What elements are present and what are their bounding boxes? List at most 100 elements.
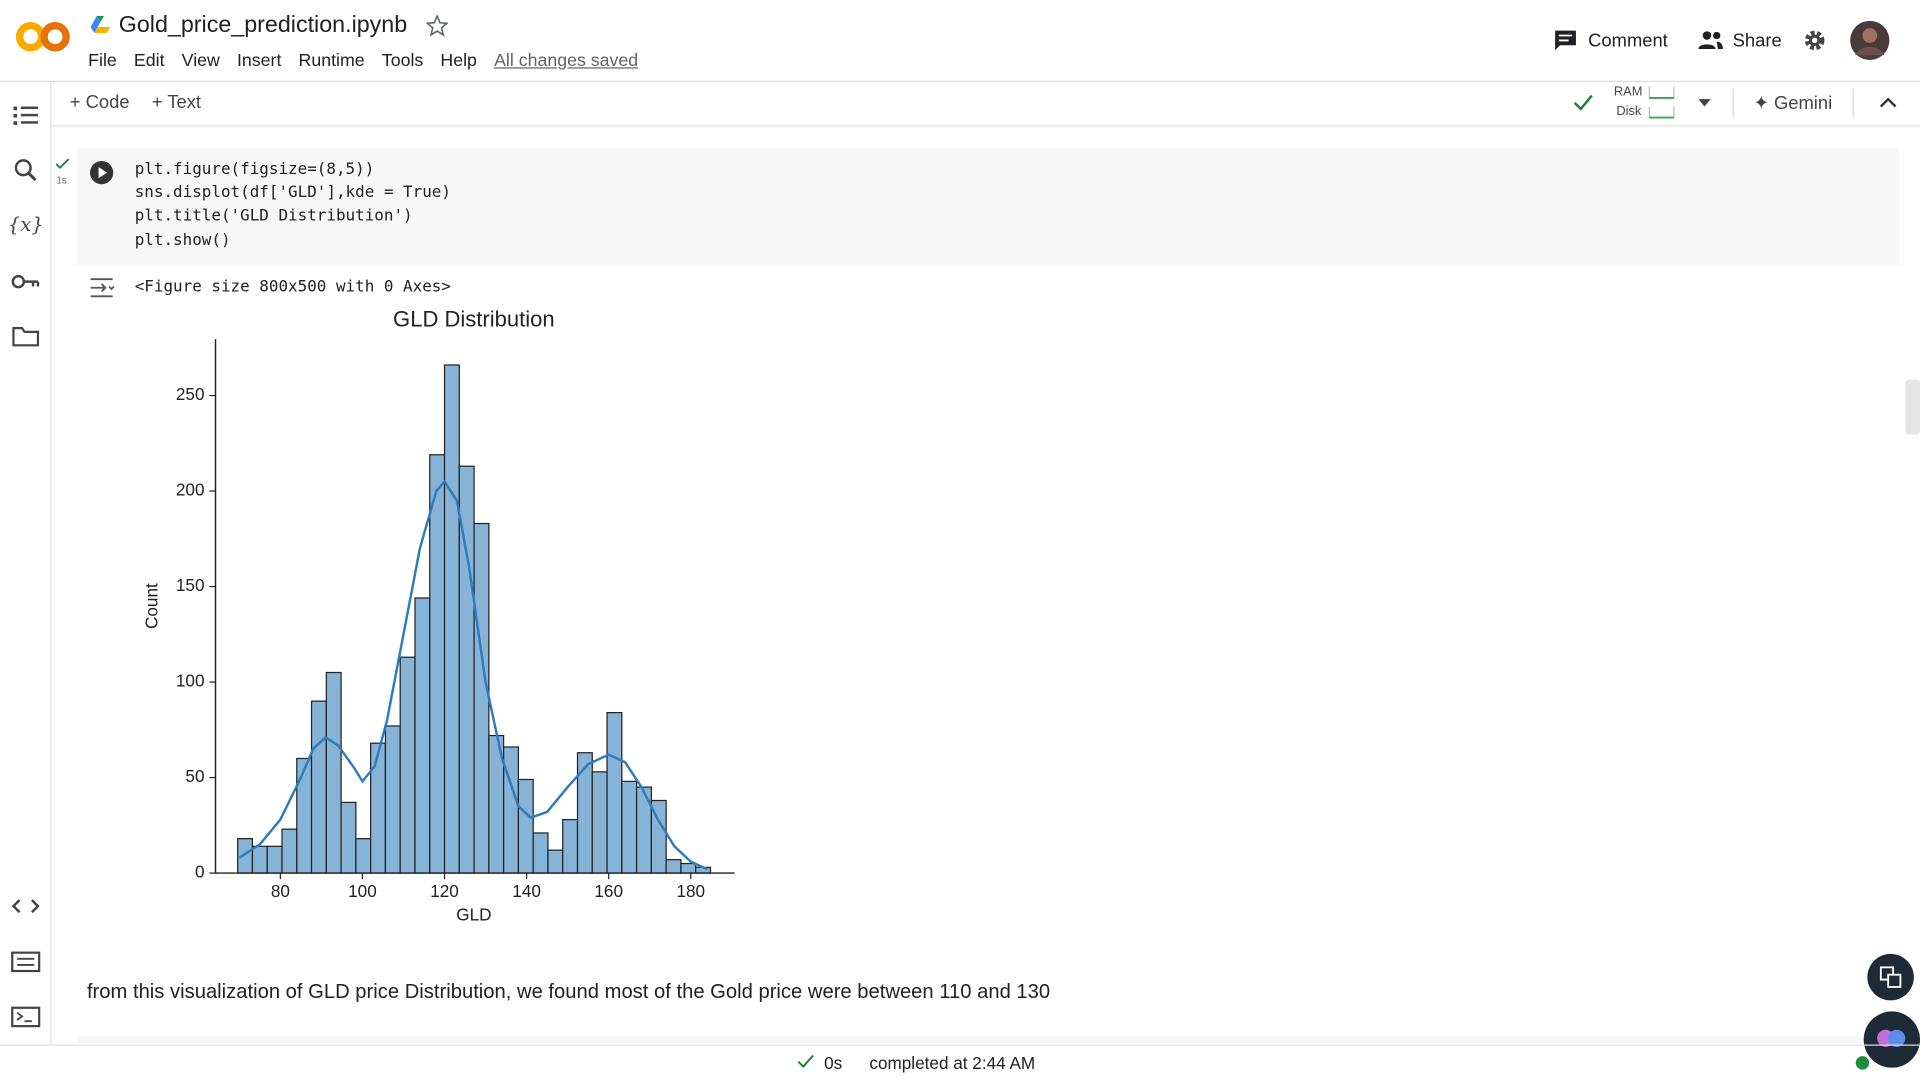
svg-text:{x}: {x} bbox=[10, 213, 44, 236]
drive-icon bbox=[90, 15, 111, 34]
scrollbar-thumb[interactable] bbox=[1905, 379, 1920, 435]
histogram-bar bbox=[237, 838, 254, 874]
x-tick-label: 120 bbox=[430, 881, 459, 901]
status-time: 0s bbox=[824, 1053, 843, 1073]
x-tick-label: 180 bbox=[676, 881, 705, 901]
x-tick-label: 140 bbox=[512, 881, 541, 901]
add-text-label: Text bbox=[167, 91, 202, 113]
histogram-bar bbox=[473, 522, 490, 874]
comment-button[interactable]: Comment bbox=[1588, 30, 1668, 52]
code-line: plt.figure(figsize=(8,5)) bbox=[134, 160, 375, 179]
menu-item[interactable]: Edit bbox=[133, 51, 165, 72]
x-tick-label: 80 bbox=[271, 881, 290, 901]
code-line: plt.title('GLD Distribution') bbox=[134, 206, 413, 226]
x-tick-label: 100 bbox=[348, 881, 377, 901]
notebook-title[interactable]: Gold_price_prediction.ipynb bbox=[118, 12, 408, 38]
histogram-bar bbox=[370, 742, 387, 874]
menu-item[interactable]: Help bbox=[440, 51, 477, 72]
histogram-bar bbox=[399, 656, 416, 874]
comment-icon bbox=[1555, 30, 1576, 51]
code-line: plt.show() bbox=[134, 231, 231, 250]
chart-title: GLD Distribution bbox=[393, 307, 555, 332]
runtime-dropdown[interactable] bbox=[1697, 98, 1712, 108]
histogram-bar bbox=[576, 752, 593, 874]
histogram-bar bbox=[340, 801, 357, 874]
gemini-label: Gemini bbox=[1773, 93, 1833, 114]
resource-bars bbox=[1648, 86, 1675, 119]
share-button[interactable]: Share bbox=[1732, 30, 1782, 52]
connected-check bbox=[1573, 94, 1593, 111]
colab-logo bbox=[15, 22, 70, 52]
next-cell bbox=[77, 1035, 1900, 1044]
histogram-bar bbox=[621, 780, 638, 874]
cell-check bbox=[55, 158, 70, 170]
histogram-bar bbox=[251, 845, 268, 874]
share-icon bbox=[1698, 31, 1723, 49]
histogram-bar bbox=[503, 746, 520, 874]
histogram-bar bbox=[296, 757, 313, 874]
add-text-button[interactable]: + Text bbox=[151, 91, 202, 113]
gemini-button[interactable]: ✦ Gemini bbox=[1753, 93, 1833, 114]
save-status[interactable]: All changes saved bbox=[494, 51, 639, 72]
y-tick-label: 250 bbox=[176, 384, 205, 404]
toolbar-shadow bbox=[51, 124, 1920, 129]
histogram-bar bbox=[547, 849, 564, 874]
sidebar-border bbox=[50, 82, 52, 1045]
x-axis-label: GLD bbox=[456, 904, 491, 924]
divider bbox=[1732, 88, 1734, 118]
histogram-bar bbox=[606, 711, 623, 874]
menu-item[interactable]: Insert bbox=[236, 51, 282, 72]
add-code-label: Code bbox=[85, 91, 130, 113]
menu-item[interactable]: Tools bbox=[381, 51, 424, 72]
code-line: sns.displot(df['GLD'],kde = True) bbox=[134, 183, 451, 203]
menu-item[interactable]: File bbox=[88, 51, 117, 72]
y-tick-label: 150 bbox=[176, 575, 205, 595]
divider bbox=[1852, 88, 1854, 118]
histogram-bar bbox=[443, 364, 460, 874]
header-border bbox=[0, 80, 1920, 83]
histogram-bar bbox=[310, 700, 327, 874]
star-icon[interactable] bbox=[426, 14, 449, 37]
code-cell bbox=[77, 148, 1900, 266]
status-check bbox=[797, 1054, 814, 1068]
markdown-text: from this visualization of GLD price Dis… bbox=[86, 980, 1051, 1003]
sidebar-icons[interactable]: {x} bbox=[10, 103, 44, 1034]
collapse-button[interactable] bbox=[1879, 97, 1897, 109]
histogram-bar bbox=[281, 828, 298, 874]
histogram-bar bbox=[384, 725, 401, 874]
menu-item[interactable]: Runtime bbox=[298, 51, 365, 72]
disk-label: Disk bbox=[1616, 104, 1642, 119]
x-tick-label: 160 bbox=[594, 881, 623, 901]
y-tick-label: 0 bbox=[195, 862, 205, 882]
histogram-bar bbox=[562, 818, 579, 874]
add-code-button[interactable]: + Code bbox=[69, 91, 130, 113]
histogram-bar bbox=[266, 845, 283, 874]
run-button[interactable] bbox=[89, 160, 114, 185]
histogram-bar bbox=[429, 454, 446, 874]
histogram-bar bbox=[680, 862, 697, 874]
avatar[interactable] bbox=[1849, 20, 1891, 62]
histogram-bar bbox=[414, 597, 431, 874]
y-tick-label: 50 bbox=[185, 766, 204, 786]
histogram-bar bbox=[532, 832, 549, 874]
y-tick-label: 200 bbox=[176, 480, 205, 500]
chart: GLD Distribution GLD Count 0 50 100 150 200 2… bbox=[142, 307, 735, 924]
histogram-bar bbox=[665, 859, 682, 874]
output-icon[interactable] bbox=[88, 277, 115, 299]
menu-item[interactable]: View bbox=[181, 51, 220, 72]
translate-button[interactable] bbox=[1866, 953, 1915, 1002]
menu-bar: File Edit View Insert Runtime Tools Help All ch… bbox=[88, 50, 655, 72]
y-tick-label: 100 bbox=[176, 671, 205, 691]
histogram-bar bbox=[591, 771, 608, 874]
settings-icon[interactable] bbox=[1802, 28, 1826, 52]
gemini-fab[interactable] bbox=[1859, 1011, 1920, 1068]
cell-exec-time: 1s bbox=[56, 175, 67, 187]
status-border bbox=[0, 1044, 1920, 1046]
status-completed: completed at 2:44 AM bbox=[869, 1053, 1036, 1073]
histogram-bar bbox=[517, 778, 534, 874]
histogram-bar bbox=[355, 838, 372, 874]
cell-output-text: <Figure size 800x500 with 0 Axes> bbox=[134, 277, 451, 297]
status-dot bbox=[1855, 1056, 1870, 1070]
kde-line bbox=[238, 479, 708, 871]
